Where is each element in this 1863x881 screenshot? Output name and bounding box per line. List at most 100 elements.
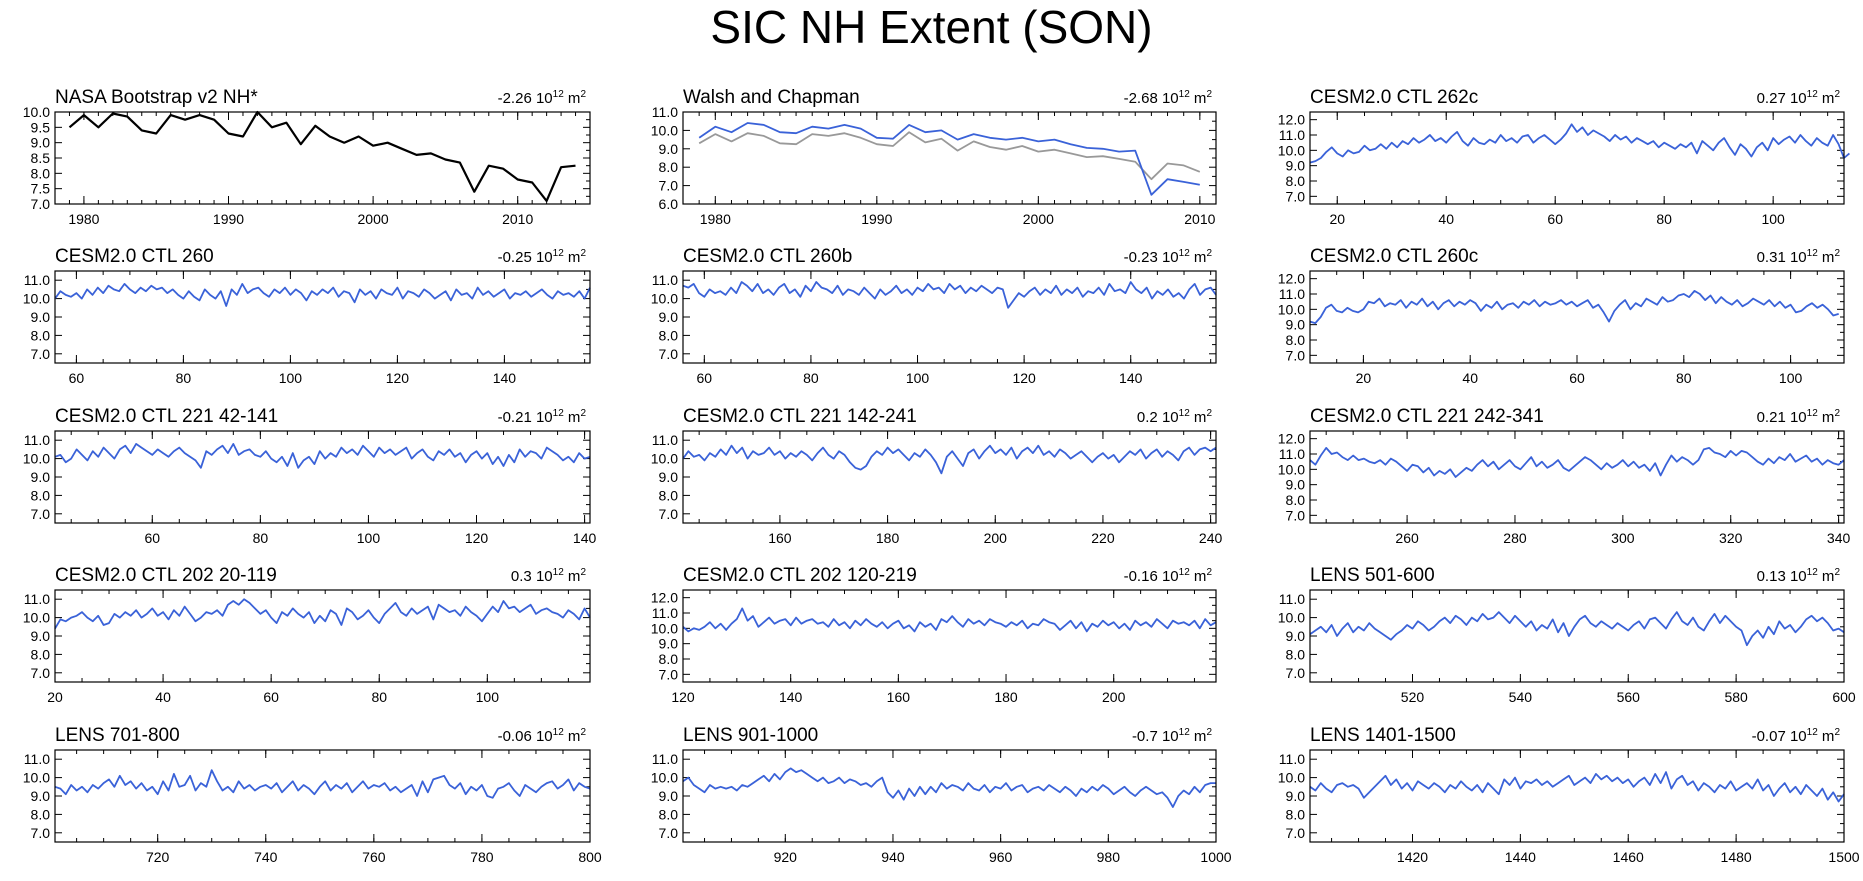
trend-exponent: 12 bbox=[1179, 567, 1191, 578]
x-tick-label: 20 bbox=[1356, 370, 1372, 386]
trend-value: 0.2 10 bbox=[1137, 409, 1179, 426]
trend-unit: m bbox=[1190, 249, 1207, 266]
x-tick-label: 60 bbox=[1547, 211, 1563, 227]
trend-exponent: 12 bbox=[553, 248, 565, 259]
panel-7: CESM2.0 CTL 221 42-141 -0.21 1012 m2 7.0 8.… bbox=[23, 406, 597, 546]
x-tick-label: 940 bbox=[881, 849, 905, 865]
series-line bbox=[1309, 123, 1850, 164]
y-tick-label: 11.0 bbox=[24, 432, 50, 448]
x-tick-label: 160 bbox=[887, 689, 911, 705]
x-tick-label: 1980 bbox=[700, 211, 731, 227]
y-tick-label: 7.0 bbox=[659, 666, 679, 682]
y-tick-label: 8.0 bbox=[659, 806, 679, 822]
trend-unit-exponent: 2 bbox=[1206, 408, 1212, 419]
trend-unit-exponent: 2 bbox=[580, 408, 586, 419]
plot-frame bbox=[54, 111, 591, 205]
series-line bbox=[68, 110, 576, 202]
panel-title: LENS 701-800 bbox=[55, 725, 180, 746]
y-tick-label: 10.0 bbox=[23, 610, 50, 626]
y-tick-label: 7.0 bbox=[659, 346, 679, 362]
trend-value: 0.21 10 bbox=[1757, 409, 1807, 426]
trend-unit: m bbox=[564, 249, 581, 266]
x-tick-label: 1420 bbox=[1397, 849, 1428, 865]
y-tick-label: 6.0 bbox=[659, 196, 679, 212]
panel-4: CESM2.0 CTL 260 -0.25 1012 m2 7.0 8.0 9.0 10.… bbox=[23, 246, 591, 386]
panel-5: CESM2.0 CTL 260b -0.23 1012 m2 7.0 8.0 9.0 10… bbox=[651, 246, 1217, 386]
x-tick-label: 1460 bbox=[1613, 849, 1644, 865]
x-tick-label: 60 bbox=[69, 370, 85, 386]
trend-exponent: 12 bbox=[553, 727, 565, 738]
trend-exponent: 12 bbox=[1807, 727, 1819, 738]
y-tick-label: 8.0 bbox=[1286, 646, 1306, 662]
series-line bbox=[682, 281, 1217, 309]
y-tick-label: 11.0 bbox=[1279, 446, 1305, 462]
y-tick-label: 9.0 bbox=[1286, 788, 1306, 804]
trend-label: 0.13 1012 m2 bbox=[1757, 567, 1841, 585]
x-tick-label: 100 bbox=[279, 370, 303, 386]
series-line bbox=[682, 607, 1217, 633]
x-tick-label: 120 bbox=[386, 370, 410, 386]
y-tick-label: 11.0 bbox=[1279, 591, 1305, 607]
y-tick-label: 7.0 bbox=[31, 346, 51, 362]
x-tick-label: 920 bbox=[774, 849, 798, 865]
x-tick-label: 100 bbox=[1779, 370, 1803, 386]
x-tick-label: 120 bbox=[1012, 370, 1036, 386]
trend-unit: m bbox=[564, 90, 581, 107]
trend-exponent: 12 bbox=[553, 89, 565, 100]
y-tick-label: 10.0 bbox=[1278, 461, 1305, 477]
series-line bbox=[698, 122, 1200, 196]
y-tick-label: 8.5 bbox=[31, 150, 51, 166]
y-tick-label: 8.0 bbox=[31, 327, 51, 343]
y-tick-label: 7.0 bbox=[1286, 347, 1306, 363]
trend-unit-exponent: 2 bbox=[1206, 248, 1212, 259]
x-tick-label: 540 bbox=[1509, 689, 1533, 705]
x-tick-label: 240 bbox=[1199, 530, 1223, 546]
y-tick-label: 9.0 bbox=[1286, 158, 1306, 174]
y-tick-label: 11.0 bbox=[1279, 286, 1305, 302]
y-tick-label: 9.5 bbox=[31, 119, 51, 135]
x-tick-label: 600 bbox=[1832, 689, 1856, 705]
panel-1: NASA Bootstrap v2 NH* -2.26 1012 m2 7.07.5… bbox=[23, 87, 591, 227]
y-tick-label: 9.0 bbox=[31, 628, 51, 644]
x-tick-label: 60 bbox=[144, 530, 160, 546]
y-tick-label: 8.0 bbox=[659, 487, 679, 503]
x-tick-label: 780 bbox=[470, 849, 494, 865]
plot-frame bbox=[54, 430, 591, 524]
x-tick-label: 140 bbox=[493, 370, 517, 386]
y-tick-label: 9.0 bbox=[31, 309, 51, 325]
y-tick-label: 7.0 bbox=[31, 506, 51, 522]
x-tick-label: 200 bbox=[1102, 689, 1126, 705]
y-tick-label: 12.0 bbox=[651, 590, 678, 606]
x-tick-label: 20 bbox=[1329, 211, 1345, 227]
panel-11: CESM2.0 CTL 202 120-219 -0.16 1012 m2 7.08… bbox=[651, 565, 1217, 705]
trend-unit-exponent: 2 bbox=[1834, 727, 1840, 738]
y-tick-label: 7.0 bbox=[1286, 825, 1306, 841]
y-tick-label: 8.0 bbox=[1286, 492, 1306, 508]
y-tick-label: 12.0 bbox=[1278, 271, 1305, 287]
trend-value: -0.16 10 bbox=[1124, 568, 1179, 585]
y-tick-label: 10.0 bbox=[651, 122, 678, 138]
series-line bbox=[54, 598, 591, 630]
y-tick-label: 11.0 bbox=[24, 751, 50, 767]
x-tick-label: 1500 bbox=[1828, 849, 1859, 865]
x-tick-label: 220 bbox=[1091, 530, 1115, 546]
plot-frame bbox=[682, 430, 1217, 524]
trend-label: -0.06 1012 m2 bbox=[498, 727, 587, 745]
series-line bbox=[1309, 771, 1845, 803]
y-tick-label: 12.0 bbox=[1278, 112, 1305, 128]
trend-unit-exponent: 2 bbox=[1206, 567, 1212, 578]
x-tick-label: 20 bbox=[47, 689, 63, 705]
plot-frame bbox=[682, 111, 1217, 205]
series-line bbox=[54, 769, 591, 799]
trend-label: -2.68 1012 m2 bbox=[1124, 89, 1213, 107]
trend-unit-exponent: 2 bbox=[1834, 248, 1840, 259]
y-tick-label: 11.0 bbox=[652, 432, 678, 448]
trend-unit-exponent: 2 bbox=[1206, 89, 1212, 100]
x-tick-label: 560 bbox=[1617, 689, 1641, 705]
trend-label: -0.25 1012 m2 bbox=[498, 248, 587, 266]
y-tick-label: 7.0 bbox=[659, 178, 679, 194]
x-tick-label: 760 bbox=[362, 849, 386, 865]
x-tick-label: 2010 bbox=[502, 211, 533, 227]
x-tick-label: 40 bbox=[1438, 211, 1454, 227]
